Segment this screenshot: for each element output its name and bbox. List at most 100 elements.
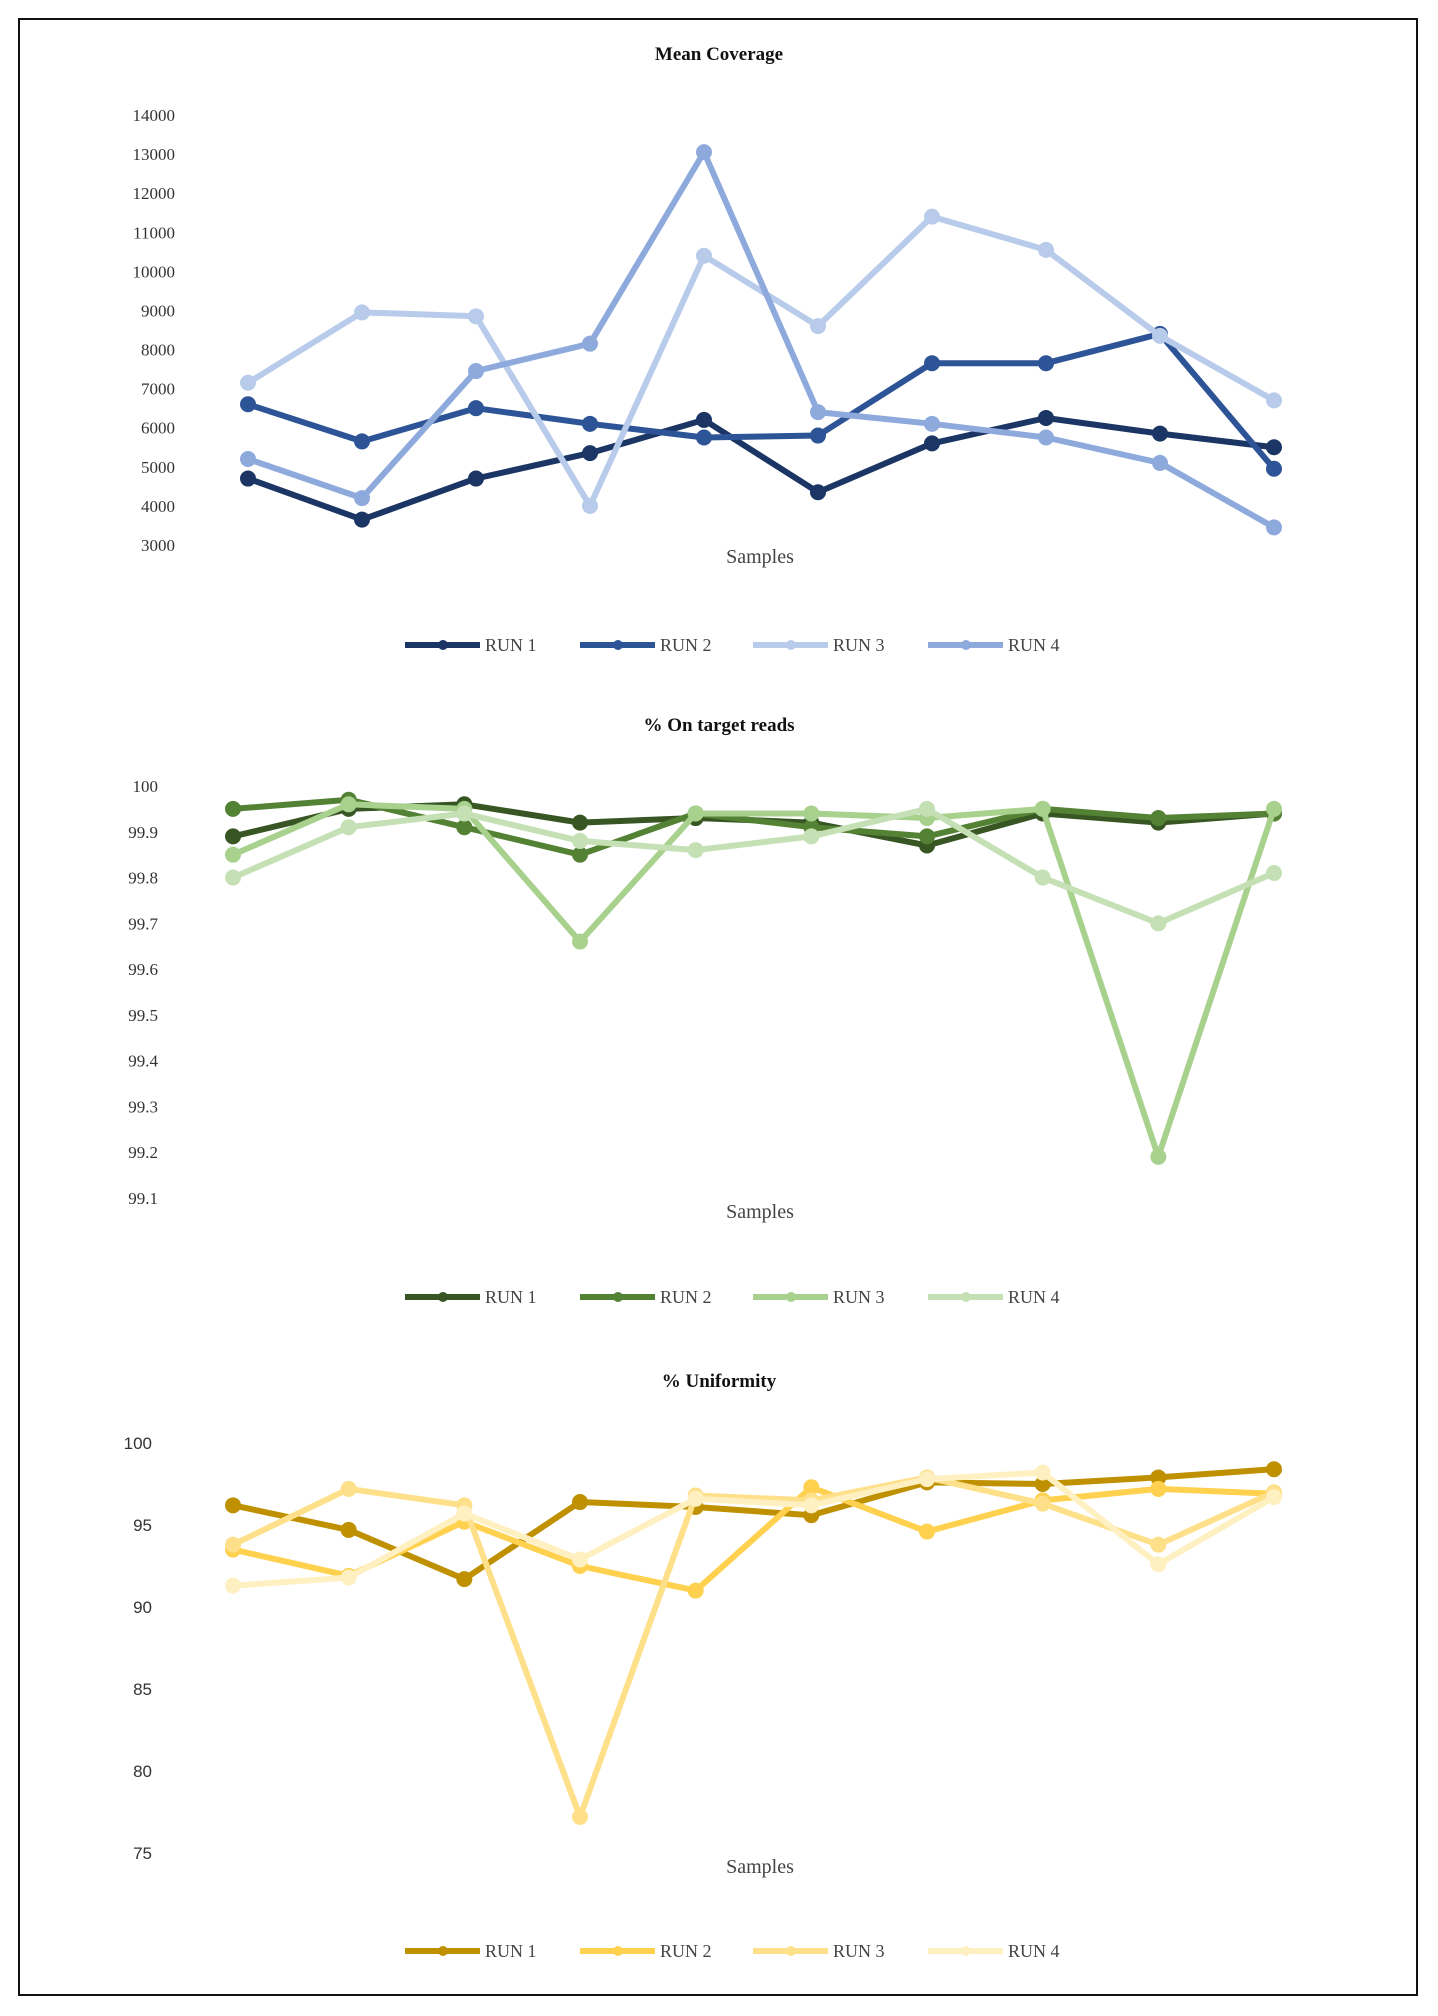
- series-line: [230, 1469, 1277, 1589]
- data-point: [240, 374, 256, 391]
- legend-label: RUN 2: [660, 1941, 712, 1961]
- data-point: [1266, 1489, 1282, 1506]
- data-point: [687, 1490, 704, 1507]
- data-point: [1034, 800, 1051, 817]
- y-tick-label: 75: [133, 1844, 152, 1863]
- data-point: [225, 846, 241, 863]
- data-point: [354, 433, 370, 450]
- series-line: [245, 330, 1277, 472]
- data-point: [696, 144, 712, 161]
- data-point: [225, 1536, 241, 1553]
- y-tick-label: 12000: [133, 184, 176, 203]
- chart-1: Mean Coverage 14000 13000 12000 11000 10000 90…: [133, 44, 1282, 655]
- data-point: [810, 318, 826, 335]
- data-point: [696, 247, 712, 264]
- legend-marker: [786, 1946, 796, 1956]
- y-tick-label: 80: [133, 1762, 152, 1781]
- x-axis-label: Samples: [726, 1201, 794, 1223]
- y-tick-label: 99.6: [128, 960, 158, 979]
- data-point: [1038, 355, 1054, 372]
- y-tick-label: 95: [133, 1516, 152, 1535]
- legend-marker: [961, 1292, 971, 1302]
- data-point: [1266, 439, 1282, 456]
- data-point: [696, 429, 712, 446]
- legend-marker: [613, 640, 623, 650]
- legend: RUN 1 RUN 2 RUN 3 RUN 4: [405, 635, 1060, 655]
- data-point: [572, 933, 588, 950]
- data-point: [919, 800, 935, 817]
- y-tick-label: 85: [133, 1680, 152, 1699]
- data-point: [1150, 915, 1167, 932]
- chart-title: % Uniformity: [662, 1371, 777, 1392]
- data-point: [582, 497, 598, 514]
- data-point: [1034, 1464, 1051, 1481]
- y-tick-label: 99.2: [128, 1143, 158, 1162]
- series-line: [245, 149, 1277, 531]
- data-point: [572, 832, 588, 849]
- data-point: [924, 435, 940, 452]
- series-run-3: [225, 1469, 1282, 1825]
- data-point: [340, 819, 357, 836]
- series-line: [245, 213, 1277, 509]
- data-point: [1150, 1480, 1167, 1497]
- data-point: [1266, 519, 1282, 536]
- data-point: [1150, 1556, 1167, 1573]
- data-point: [225, 1577, 241, 1594]
- y-tick-label: 7000: [141, 380, 175, 399]
- legend-marker: [786, 640, 796, 650]
- data-point: [582, 335, 598, 352]
- series-run-2: [240, 325, 1282, 477]
- legend-marker: [438, 640, 448, 650]
- data-point: [582, 445, 598, 462]
- legend-label: RUN 4: [1008, 635, 1060, 655]
- data-point: [225, 800, 241, 817]
- data-point: [1266, 460, 1282, 477]
- y-tick-label: 99.9: [128, 823, 158, 842]
- data-point: [456, 1505, 473, 1522]
- y-tick-label: 11000: [133, 223, 175, 242]
- data-point: [572, 1808, 588, 1825]
- data-point: [354, 511, 370, 528]
- data-point: [919, 828, 935, 845]
- data-point: [354, 490, 370, 507]
- series-line: [230, 1466, 1277, 1583]
- legend-label: RUN 2: [660, 635, 712, 655]
- series-run-4: [225, 1464, 1282, 1594]
- data-point: [1034, 1476, 1051, 1492]
- data-point: [919, 1471, 935, 1488]
- data-point: [572, 846, 588, 863]
- data-point: [1150, 1469, 1167, 1486]
- legend-marker: [961, 640, 971, 650]
- legend-marker: [786, 1292, 796, 1302]
- data-point: [468, 308, 484, 325]
- data-point: [919, 1523, 935, 1540]
- data-point: [572, 814, 588, 831]
- y-tick-label: 99.1: [128, 1189, 158, 1208]
- data-point: [468, 363, 484, 380]
- data-point: [456, 819, 473, 836]
- data-point: [810, 484, 826, 501]
- data-point: [240, 396, 256, 413]
- data-point: [225, 1497, 241, 1514]
- y-tick-label: 13000: [133, 145, 176, 164]
- series-line: [230, 805, 1277, 927]
- data-point: [803, 828, 820, 845]
- data-point: [1152, 425, 1168, 442]
- data-point: [1266, 392, 1282, 409]
- data-point: [225, 828, 241, 845]
- data-point: [1152, 327, 1168, 344]
- data-point: [1266, 1461, 1282, 1478]
- data-point: [687, 842, 704, 859]
- series-run-4: [225, 800, 1282, 932]
- y-tick-label: 9000: [141, 301, 175, 320]
- data-point: [803, 1479, 820, 1496]
- data-point: [572, 1494, 588, 1511]
- series-line: [230, 801, 1277, 1160]
- y-tick-label: 4000: [141, 497, 175, 516]
- data-point: [924, 208, 940, 225]
- legend-marker: [613, 1946, 623, 1956]
- data-point: [810, 404, 826, 421]
- data-point: [456, 1571, 473, 1588]
